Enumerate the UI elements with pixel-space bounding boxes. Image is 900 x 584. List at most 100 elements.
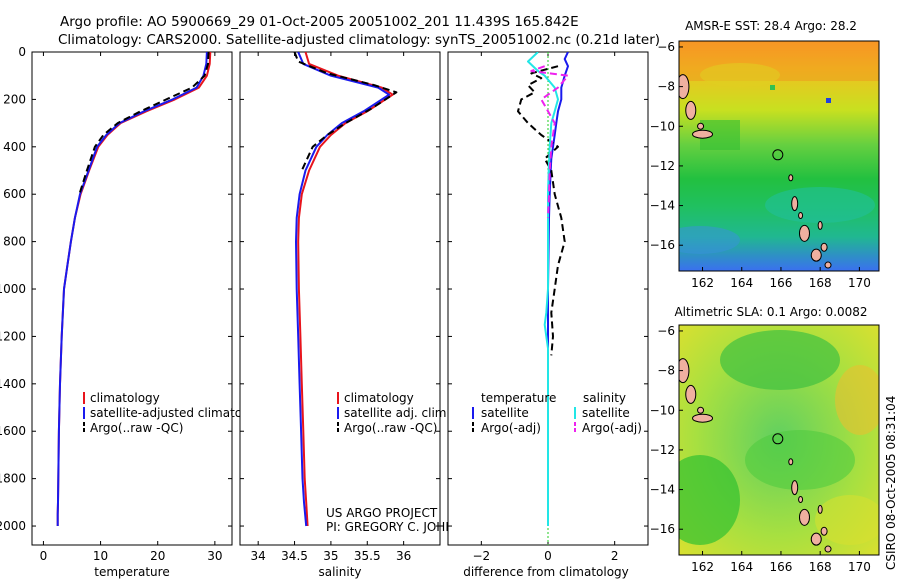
map-y-tick-label: −12 <box>650 159 675 173</box>
island <box>788 174 794 182</box>
temperature-x-ticks: 0 10 20 30 <box>32 51 232 563</box>
map-x-tick-label: 168 <box>809 276 832 290</box>
y-tick-label: 1400 <box>0 377 26 391</box>
x-tick-label: 35 <box>323 549 338 563</box>
sla-patch <box>745 430 855 490</box>
salinity-axes-box <box>239 51 441 546</box>
y-tick-label: 1600 <box>0 424 26 438</box>
sla-map-field <box>679 325 879 555</box>
project-line-1: US ARGO PROJECT <box>326 506 438 520</box>
x-tick-label: 2 <box>611 549 619 563</box>
y-tick-label: 2000 <box>0 519 26 533</box>
sla-map-title: Altimetric SLA: 0.1 Argo: 0.0082 <box>674 305 867 319</box>
map-x-tick-label: 164 <box>730 276 753 290</box>
salinity-legend: climatology satellite adj. clim. Argo(..… <box>337 391 450 435</box>
legend-climatology: climatology <box>90 391 160 405</box>
sst-map-box <box>678 40 880 272</box>
difference-legend: temperature salinity satellite Argo(-adj… <box>472 391 642 435</box>
legend-sal-satellite: satellite <box>582 406 630 420</box>
sst-patch <box>700 63 780 87</box>
island <box>692 413 714 423</box>
legend-header-salinity: salinity <box>583 391 626 405</box>
x-tick-label: 0 <box>544 549 552 563</box>
map-y-tick-label: −12 <box>650 443 675 457</box>
map-x-tick-label: 162 <box>691 560 714 574</box>
temperature-xlabel: temperature <box>94 565 169 579</box>
legend-sal-argo: Argo(-adj) <box>582 421 642 435</box>
island <box>791 196 799 212</box>
island <box>798 211 804 219</box>
island <box>798 224 810 242</box>
x-tick-label: 34 <box>251 549 266 563</box>
island <box>824 545 832 553</box>
island <box>798 495 804 503</box>
sst-islands <box>679 74 832 269</box>
salinity-xlabel: salinity <box>318 565 361 579</box>
legend-temp-argo: Argo(-adj) <box>481 421 541 435</box>
island <box>697 406 705 414</box>
difference-series <box>517 52 569 545</box>
map-x-tick-label: 170 <box>848 560 871 574</box>
salinity-x-ticks: 34 34.5 35 35.5 36 <box>240 51 440 563</box>
x-tick-label: 0 <box>40 549 48 563</box>
difference-xlabel: difference from climatology <box>463 565 629 579</box>
difference-x-ticks: −2 0 2 <box>448 51 648 563</box>
y-tick-label: 1000 <box>0 282 26 296</box>
series-satellite-adj-clim- <box>295 52 391 527</box>
island <box>679 358 690 384</box>
sla-patch <box>720 330 840 390</box>
x-tick-label: 20 <box>150 549 165 563</box>
y-tick-label: 800 <box>3 235 26 249</box>
legend-argo: Argo(..raw -QC) <box>90 421 183 435</box>
map-y-tick-label: −14 <box>650 199 675 213</box>
island <box>798 508 810 526</box>
y-tick-label: 400 <box>3 140 26 154</box>
island <box>791 480 799 496</box>
map-x-tick-label: 164 <box>730 560 753 574</box>
map-y-tick-label: −10 <box>650 403 675 417</box>
legend-header-temperature: temperature <box>481 391 556 405</box>
map-x-tick-label: 168 <box>809 560 832 574</box>
sst-pixel <box>826 98 831 103</box>
island <box>820 242 828 252</box>
csiro-credit: CSIRO 08-Oct-2005 08:31:04 <box>884 396 898 570</box>
sla-map-box <box>678 324 880 556</box>
temperature-legend: climatology satellite-adjusted climatolo… <box>83 391 268 435</box>
map-y-tick-label: −16 <box>650 522 675 536</box>
y-tick-label: 200 <box>3 92 26 106</box>
map-y-tick-label: −14 <box>650 483 675 497</box>
sst-patch <box>765 187 875 223</box>
temperature-series <box>56 52 212 526</box>
island <box>817 220 823 230</box>
y-tick-label: 0 <box>18 45 26 59</box>
title-line-2: Climatology: CARS2000. Satellite-adjuste… <box>58 32 660 48</box>
map-x-tick-label: 166 <box>770 276 793 290</box>
map-y-tick-label: −8 <box>657 80 675 94</box>
map-x-tick-label: 162 <box>691 276 714 290</box>
argo-position-marker <box>772 149 784 161</box>
legend-satellite-adjusted: satellite-adjusted climatology <box>90 406 268 420</box>
title-line-1: Argo profile: AO 5900669_29 01-Oct-2005 … <box>60 14 579 30</box>
x-tick-label: 10 <box>93 549 108 563</box>
x-tick-label: 30 <box>207 549 222 563</box>
temperature-panel: 0 200 400 600 800 1000 1200 1400 1600 1800 2000 0 1… <box>0 45 268 579</box>
sla-patch <box>815 495 879 545</box>
series-salinity-satellite <box>527 52 559 526</box>
project-line-2: PI: GREGORY C. JOHNSON <box>326 520 480 534</box>
y-tick-label: 600 <box>3 187 26 201</box>
x-tick-label: −2 <box>472 549 490 563</box>
salinity-series <box>293 52 398 527</box>
sla-patch <box>835 365 879 435</box>
sst-map-title: AMSR-E SST: 28.4 Argo: 28.2 <box>685 19 857 33</box>
sst-patch <box>679 226 740 254</box>
difference-panel: −2 0 2 temperature salinity satellite Argo… <box>447 51 649 579</box>
sla-map-panel: Altimetric SLA: 0.1 Argo: 0.0082 162 164 1… <box>650 305 880 574</box>
island <box>692 129 714 139</box>
map-y-tick-label: −16 <box>650 238 675 252</box>
map-y-tick-label: −10 <box>650 119 675 133</box>
x-tick-label: 34.5 <box>281 549 308 563</box>
island <box>817 504 823 514</box>
x-tick-label: 35.5 <box>354 549 381 563</box>
